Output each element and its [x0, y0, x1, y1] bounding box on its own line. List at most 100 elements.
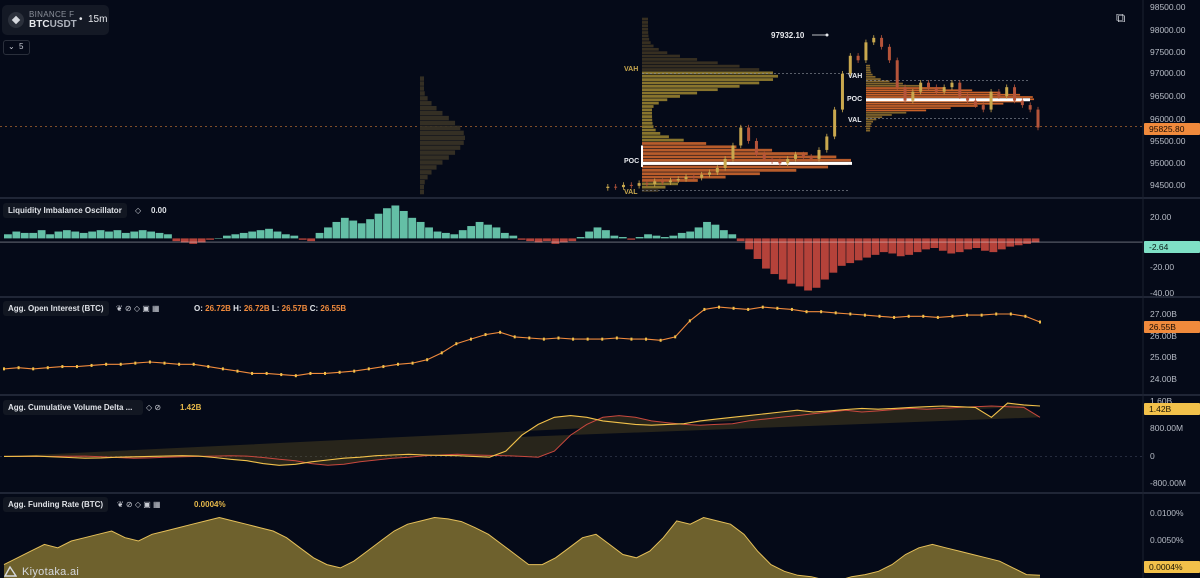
candle-body — [919, 82, 923, 92]
candle-body — [684, 176, 688, 180]
candle-body — [1020, 100, 1024, 106]
lio-bar — [4, 234, 12, 239]
volume-profile-bar — [642, 24, 649, 28]
oi-settings-icons[interactable]: ❦ ⊘ ◇ ▣ ▦ — [116, 304, 160, 313]
lio-bar — [517, 238, 526, 240]
high-annotation: 97932.10 — [771, 31, 805, 40]
price-current-tag: 95825.80 — [1144, 123, 1200, 135]
volume-profile-bar — [642, 64, 740, 68]
oi-point — [105, 362, 108, 366]
faded-profile-bar — [420, 120, 456, 126]
candle-body — [872, 37, 876, 43]
candle-body — [715, 167, 719, 173]
cvd-tick-label: -800.00M — [1150, 478, 1186, 488]
oi-point — [936, 315, 939, 319]
lio-bar — [88, 231, 97, 239]
lio-bar — [214, 238, 223, 239]
fr-settings-icons[interactable]: ❦ ⊘ ◇ ▣ ▦ — [117, 500, 161, 509]
fr-title[interactable]: Agg. Funding Rate (BTC) — [3, 497, 109, 512]
candle-body — [927, 82, 930, 88]
faded-profile-bar — [420, 170, 432, 175]
volume-profile-bar — [642, 31, 649, 34]
faded-profile-bar — [420, 184, 424, 190]
oi-point — [601, 337, 604, 341]
lio-bar — [1006, 238, 1015, 247]
cvd-settings-icons[interactable]: ◇ ⊘ — [146, 403, 162, 412]
lio-bar — [644, 234, 652, 239]
oi-title[interactable]: Agg. Open Interest (BTC) — [3, 301, 109, 316]
cvd-line — [3, 402, 1041, 466]
oi-point — [951, 314, 954, 318]
oi-point — [221, 367, 224, 371]
faded-profile-bar — [420, 175, 428, 180]
lio-bar — [938, 238, 947, 251]
indicator-count: 5 — [19, 42, 24, 51]
lio-bar — [467, 226, 476, 239]
lio-bar — [500, 232, 509, 239]
cvd-tick-label: 800.00M — [1150, 423, 1184, 433]
volume-profile-bar — [642, 78, 774, 81]
candle-body — [708, 172, 711, 175]
candle-body — [723, 158, 727, 168]
lio-bar — [821, 238, 829, 280]
lio-bar — [450, 234, 459, 239]
lio-bar — [559, 238, 568, 243]
oi-point — [820, 310, 823, 314]
lio-bar — [846, 238, 855, 264]
volume-profile-bar — [642, 88, 718, 92]
faded-profile-bar — [420, 179, 425, 185]
oi-point — [966, 313, 969, 317]
high-marker-dot — [825, 33, 829, 37]
indicators-collapse-button[interactable]: ⌄ 5 — [3, 40, 30, 55]
volume-profile-bar — [866, 102, 1004, 105]
candle-body — [770, 158, 774, 162]
volume-profile-bar — [642, 138, 684, 142]
diamond-icon[interactable]: ◇ — [135, 206, 142, 215]
volume-profile-bar — [642, 34, 649, 38]
oi-point — [980, 313, 983, 317]
volume-profile-bar — [866, 96, 1033, 98]
lio-bar — [627, 238, 636, 240]
volume-profile-bar — [642, 148, 773, 152]
candle-body — [739, 127, 743, 146]
chevron-down-icon: ⌄ — [8, 42, 15, 51]
lio-bar — [896, 238, 905, 257]
volume-profile-bar — [642, 155, 837, 159]
timeframe-label[interactable]: 15m — [88, 14, 108, 25]
lio-pane — [0, 205, 1143, 291]
vah-label-2: VAH — [848, 73, 863, 80]
candle-body — [676, 179, 680, 181]
volume-profile-bar — [642, 142, 707, 145]
oi-point — [528, 336, 531, 340]
lio-bar — [458, 230, 467, 239]
oi-point — [32, 367, 35, 371]
volume-profile-bar — [866, 69, 871, 71]
lio-bar — [677, 232, 686, 239]
volume-profile-bar — [642, 81, 760, 85]
symbol-header[interactable]: BINANCE F BTCUSDT • 15m — [2, 5, 109, 35]
lio-bar — [172, 238, 181, 242]
lio-bar — [610, 235, 619, 239]
volume-profile-bar — [642, 61, 718, 65]
val-label-2: VAL — [848, 117, 862, 124]
faded-profile-bar — [420, 110, 443, 116]
lio-bar — [206, 238, 214, 240]
candle-body — [653, 181, 657, 184]
layers-icon[interactable]: ⧉ — [1116, 10, 1126, 25]
lio-bar — [105, 231, 113, 239]
lio-bar — [964, 238, 973, 250]
lio-title[interactable]: Liquidity Imbalance Oscillator — [3, 203, 127, 218]
cvd-title[interactable]: Agg. Cumulative Volume Delta ... — [3, 400, 143, 415]
oi-point — [265, 371, 268, 375]
poc-label-1: POC — [624, 158, 640, 165]
volume-profile-bar — [642, 135, 669, 139]
faded-profile-bar — [420, 150, 456, 155]
lio-bar — [366, 219, 375, 239]
lio-bar — [399, 210, 408, 239]
oi-point — [469, 337, 472, 341]
candle-body — [762, 154, 766, 159]
volume-profile-bar — [642, 37, 650, 41]
lio-bar — [315, 232, 324, 239]
faded-profile-bar — [420, 135, 465, 141]
